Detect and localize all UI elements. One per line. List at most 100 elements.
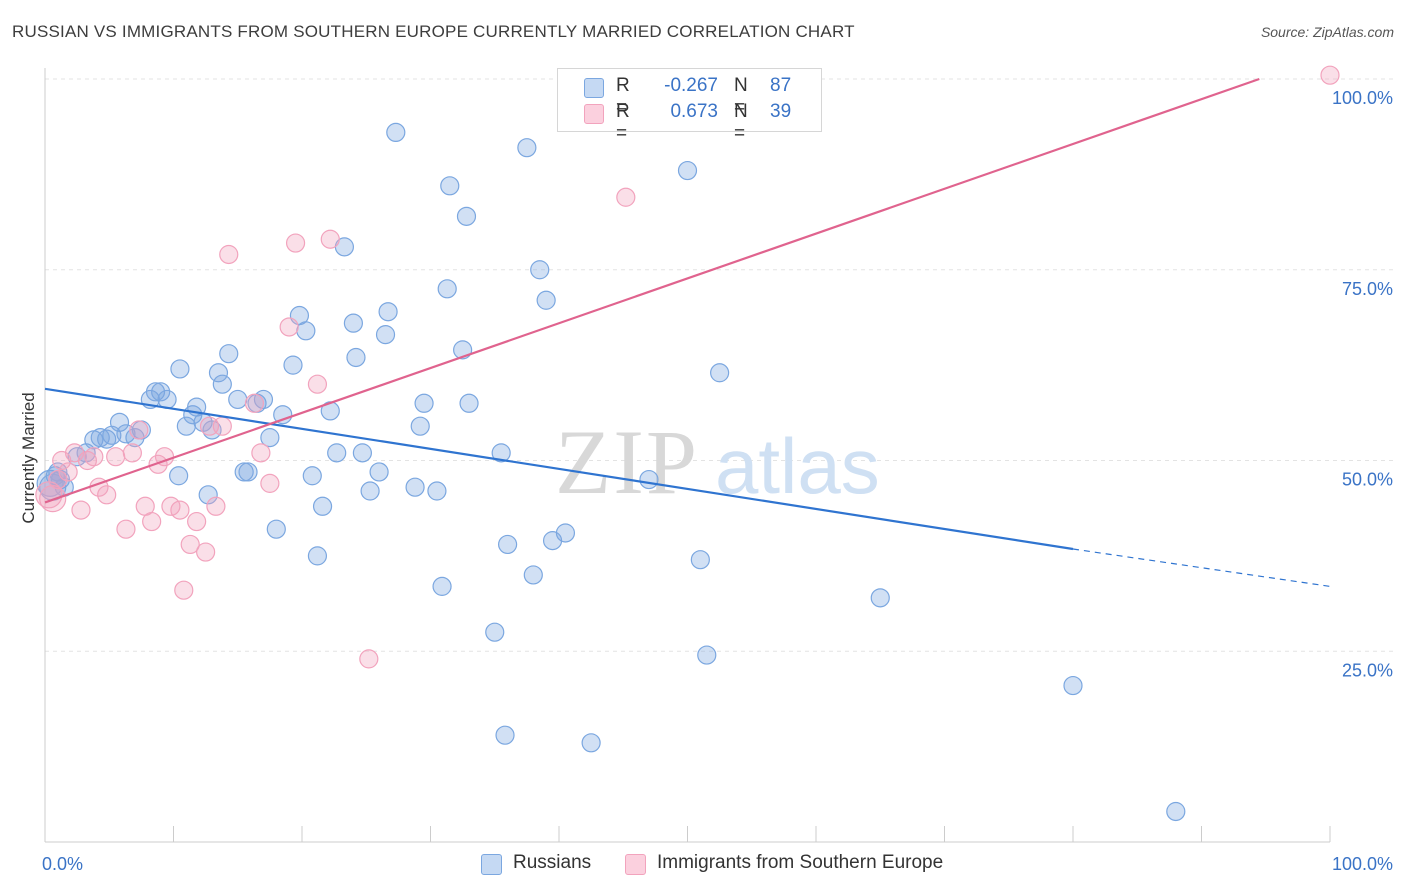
russians-point: [346, 347, 366, 368]
immigrants-point: [148, 454, 168, 474]
immigrants-point: [129, 420, 149, 440]
russians-point: [170, 359, 190, 379]
immigrants-point: [48, 469, 68, 490]
n-value-immigrants: 39: [770, 101, 792, 122]
russians-point: [639, 469, 659, 490]
axes: [44, 68, 1331, 843]
russians-point: [498, 534, 518, 555]
russians-point: [307, 546, 328, 566]
russians-point: [530, 260, 550, 280]
immigrants-point: [71, 500, 91, 520]
n-label: N =: [734, 101, 748, 144]
russians-point: [266, 519, 286, 539]
russians-point: [427, 481, 447, 501]
immigrants-point: [170, 500, 190, 520]
russians-point: [198, 485, 218, 505]
immigrants-point: [84, 447, 104, 467]
immigrants-point: [219, 244, 239, 265]
russians-point: [517, 138, 537, 158]
russians-point: [555, 523, 576, 543]
immigrants-point: [122, 443, 142, 463]
russians-point: [145, 382, 166, 402]
immigrants-point: [260, 473, 280, 493]
russians-point: [523, 565, 543, 585]
russians-point: [386, 122, 406, 143]
russians-point: [343, 313, 363, 333]
immigrants-point: [187, 511, 207, 532]
immigrants-point: [251, 443, 271, 463]
russians-point: [327, 443, 347, 463]
russians-point: [690, 550, 710, 570]
x-tick-label-max: 100.0%: [1332, 854, 1393, 874]
russians-point: [485, 622, 505, 642]
source-label: Source: ZipAtlas.com: [1260, 24, 1394, 40]
n-label: N =: [734, 75, 748, 118]
russians-point: [536, 290, 556, 310]
y-tick-label: 75.0%: [1342, 279, 1393, 299]
russians-point: [375, 325, 396, 345]
immigrants-point: [212, 416, 232, 436]
tick-labels: 25.0% 50.0% 75.0% 100.0% 0.0% 100.0%: [42, 88, 1393, 874]
x-tick-label-min: 0.0%: [42, 854, 83, 874]
russians-point: [90, 428, 110, 448]
immigrants-point: [58, 462, 78, 482]
y-axis-label: Currently Married: [19, 392, 38, 523]
russians-point: [1063, 675, 1083, 696]
russians-point: [360, 481, 380, 501]
russians-point: [228, 389, 248, 410]
russians-point: [405, 477, 425, 497]
watermark: ZIP atlas: [555, 411, 880, 513]
russians-point: [495, 725, 515, 745]
russians-point: [459, 393, 479, 413]
russians-point: [378, 302, 398, 322]
russians-point: [870, 588, 890, 608]
immigrants-swatch: [625, 854, 646, 875]
russians-point: [352, 443, 372, 463]
watermark-atlas: atlas: [715, 422, 880, 510]
russians-point: [432, 576, 452, 596]
russians-point: [491, 443, 511, 463]
russians-point: [302, 466, 322, 486]
immigrants-point: [196, 542, 216, 562]
immigrants-point: [206, 496, 226, 516]
russians-trend-extension: [1072, 548, 1331, 587]
russians-point: [238, 462, 258, 482]
russians-point: [273, 405, 293, 425]
immigrants-point: [307, 374, 328, 394]
russians-point: [456, 206, 477, 226]
y-tick-label: 25.0%: [1342, 660, 1393, 680]
immigrants-point: [279, 317, 299, 337]
russians-point: [151, 382, 171, 402]
russians-point: [208, 363, 229, 383]
russians-point: [1166, 801, 1186, 822]
russians-point: [169, 466, 189, 486]
immigrants-point: [180, 534, 200, 555]
russians-point: [97, 429, 117, 449]
immigrants-point: [116, 519, 136, 539]
r-value-russians: -0.267: [664, 75, 718, 96]
watermark-zip: ZIP: [555, 411, 699, 513]
russians-point: [710, 363, 730, 383]
n-value-russians: 87: [770, 75, 792, 96]
correlation-legend: R = -0.267 N = 87 R = 0.673 N = 39: [557, 68, 822, 144]
immigrants-point: [320, 229, 340, 249]
immigrants-point: [359, 649, 379, 669]
legend-label-immigrants: Immigrants from Southern Europe: [657, 852, 944, 873]
immigrants-point: [97, 485, 117, 505]
russians-point: [296, 321, 316, 341]
immigrants-point: [106, 447, 126, 467]
russians-point: [212, 374, 232, 394]
russians-swatch: [584, 78, 604, 98]
russians-point: [440, 176, 460, 196]
chart-title: RUSSIAN VS IMMIGRANTS FROM SOUTHERN EURO…: [12, 22, 855, 41]
russians-swatch: [481, 854, 502, 875]
immigrants-point: [174, 580, 194, 600]
immigrants-point: [285, 233, 306, 253]
immigrants-swatch: [584, 104, 604, 124]
r-value-immigrants: 0.673: [670, 101, 718, 122]
russians-point: [260, 428, 280, 448]
y-tick-label: 50.0%: [1342, 470, 1393, 490]
y-tick-label: 100.0%: [1332, 88, 1393, 108]
immigrants-point: [616, 187, 636, 207]
immigrants-points: [35, 65, 1340, 669]
